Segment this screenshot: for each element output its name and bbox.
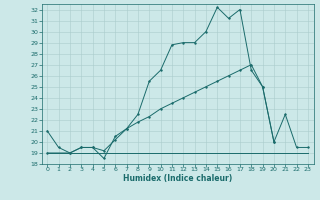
X-axis label: Humidex (Indice chaleur): Humidex (Indice chaleur)	[123, 174, 232, 183]
